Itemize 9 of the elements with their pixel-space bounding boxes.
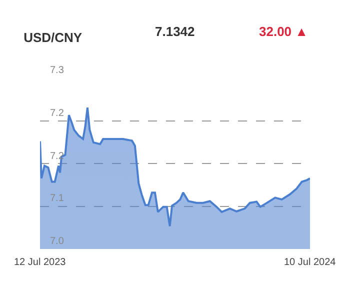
text: 32.00 ▲	[259, 24, 308, 39]
y-tick-label: 7.0	[50, 236, 64, 247]
y-tick-label: 7.1	[50, 193, 64, 204]
x-tick-label: 10 Jul 2024	[284, 257, 336, 268]
y-tick-label: 7.3	[50, 65, 64, 76]
text: 7.1342	[155, 24, 195, 39]
x-tick-label: 12 Jul 2023	[14, 257, 66, 268]
chart-title: USD/CNY	[24, 30, 82, 46]
y-tick-label: 7.2	[50, 108, 64, 119]
